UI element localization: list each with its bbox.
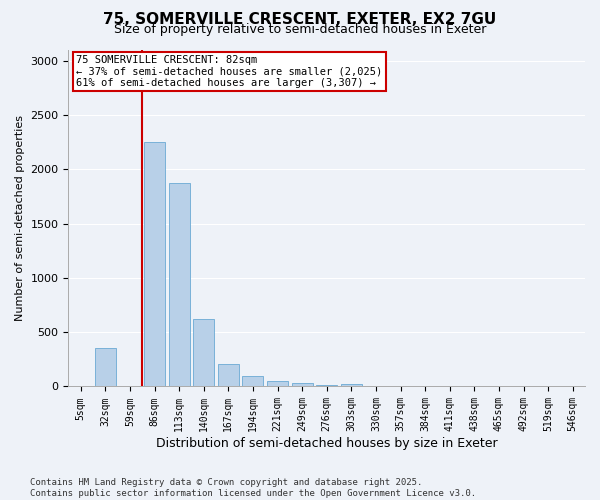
Bar xyxy=(267,380,288,386)
Bar xyxy=(144,142,165,386)
Bar xyxy=(316,385,337,386)
Bar xyxy=(169,183,190,386)
Text: 75, SOMERVILLE CRESCENT, EXETER, EX2 7GU: 75, SOMERVILLE CRESCENT, EXETER, EX2 7GU xyxy=(103,12,497,28)
Bar xyxy=(193,318,214,386)
Y-axis label: Number of semi-detached properties: Number of semi-detached properties xyxy=(15,115,25,321)
Bar xyxy=(95,348,116,387)
Bar xyxy=(341,384,362,386)
Text: 75 SOMERVILLE CRESCENT: 82sqm
← 37% of semi-detached houses are smaller (2,025)
: 75 SOMERVILLE CRESCENT: 82sqm ← 37% of s… xyxy=(76,55,382,88)
Text: Contains HM Land Registry data © Crown copyright and database right 2025.
Contai: Contains HM Land Registry data © Crown c… xyxy=(30,478,476,498)
Text: Size of property relative to semi-detached houses in Exeter: Size of property relative to semi-detach… xyxy=(114,22,486,36)
Bar xyxy=(292,382,313,386)
Bar xyxy=(242,376,263,386)
X-axis label: Distribution of semi-detached houses by size in Exeter: Distribution of semi-detached houses by … xyxy=(156,437,497,450)
Bar xyxy=(218,364,239,386)
